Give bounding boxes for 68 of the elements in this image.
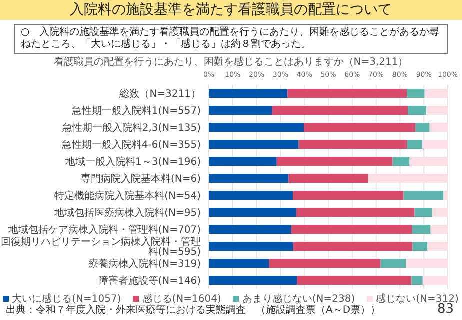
bar xyxy=(288,174,368,183)
bar xyxy=(288,89,408,98)
bar xyxy=(209,140,299,149)
text: 83 xyxy=(437,302,454,317)
bar xyxy=(422,140,448,149)
bar xyxy=(444,191,448,200)
bar xyxy=(209,276,298,285)
bar xyxy=(209,225,292,234)
y-tick-label: 特定機能病院入院基本料(N=54) xyxy=(54,190,202,202)
bar xyxy=(291,225,412,234)
bar xyxy=(209,174,289,183)
bar xyxy=(293,242,413,251)
chart-subtitle: ○ 入院料の施設基準を満たす看護職員の配置を行うにあたり、困難を感じることがあるか尋ねたところ、「大いに感じる」・「感じる」は約８割であった。 xyxy=(14,24,448,54)
legend-label: 大いに感じる(N=1057) xyxy=(12,292,122,305)
bar xyxy=(430,123,448,132)
y-tick-label: 急性期一般入院料4-6(N=355) xyxy=(60,139,202,151)
y-tick-label: 療養病棟入院料(N=319) xyxy=(88,258,202,270)
bar xyxy=(408,106,426,115)
bar xyxy=(412,276,423,285)
bar xyxy=(406,259,448,268)
y-tick-label: 専門病院入院基本料(N=6) xyxy=(80,173,202,185)
bar xyxy=(415,123,430,132)
bar xyxy=(209,89,288,98)
bar xyxy=(424,89,448,98)
bar xyxy=(407,89,425,98)
bar xyxy=(414,208,432,217)
bar xyxy=(304,123,416,132)
y-tick-label: 地域包括ケア病棟入院料・管理料(N=707) xyxy=(7,224,202,236)
bar xyxy=(298,140,408,149)
y-tick-label: 回復期リハビリテーション病棟入院料・管理料(N=595) xyxy=(1,236,202,258)
y-tick-label: 急性期一般入院料1(N=557) xyxy=(70,105,202,117)
bar xyxy=(404,191,444,200)
legend-label: 感じる(N=1604) xyxy=(142,292,222,305)
y-tick-label: 急性期一般入院料2,3(N=135) xyxy=(61,122,202,134)
bar xyxy=(293,191,404,200)
legend-label: あまり感じない(N=238) xyxy=(242,292,356,305)
bar xyxy=(410,157,448,166)
bar xyxy=(209,123,304,132)
bar xyxy=(209,259,270,268)
y-tick-label: 障害者施設等(N=146) xyxy=(98,275,202,287)
bar xyxy=(269,259,381,268)
bar xyxy=(209,191,294,200)
y-tick-label: 地域包括医療病棟入院料(N=95) xyxy=(54,207,202,219)
x-axis-title: 看護職員の配置を行うにあたり、困難を感じることはありますか（N=3,211） xyxy=(52,56,410,69)
bar xyxy=(296,208,415,217)
legend-label: 感じない(N=312) xyxy=(376,292,459,305)
bar xyxy=(412,242,428,251)
bar xyxy=(380,259,406,268)
bar xyxy=(428,242,448,251)
bar xyxy=(368,174,448,183)
y-tick-label: 総数（N=3211） xyxy=(118,88,201,100)
bar xyxy=(209,157,277,166)
bar xyxy=(426,106,448,115)
bar xyxy=(297,276,412,285)
y-tick-label: 地域一般入院料1～3(N=196) xyxy=(64,156,202,168)
bar xyxy=(407,140,423,149)
bar xyxy=(412,225,431,234)
bar xyxy=(272,106,408,115)
source-note: 出典：令和７年度入院・外来医療等における実態調査 （施設調査票（A～D票）） xyxy=(6,304,381,317)
bar xyxy=(209,242,294,251)
bar xyxy=(392,157,410,166)
bar xyxy=(209,208,296,217)
bar xyxy=(430,225,448,234)
chart-title: 入院料の施設基準を満たす看護職員の配置について xyxy=(0,0,462,20)
bar xyxy=(432,208,448,217)
bar xyxy=(422,276,448,285)
bar xyxy=(209,106,272,115)
bar xyxy=(276,157,393,166)
